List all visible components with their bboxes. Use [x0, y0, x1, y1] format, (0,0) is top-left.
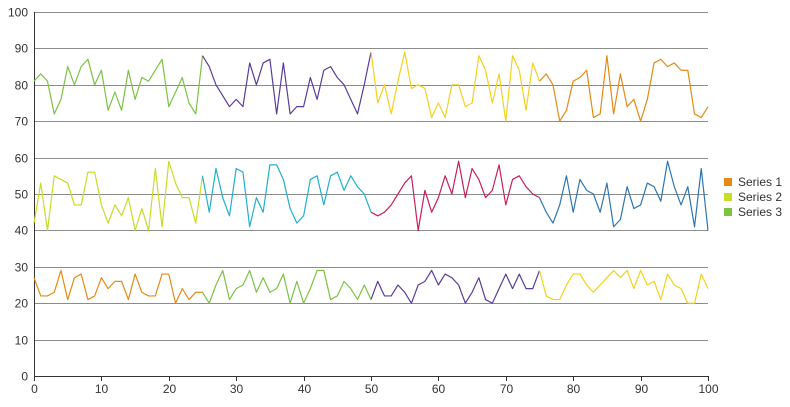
- y-tick-label: 10: [15, 334, 29, 348]
- legend-swatch: [724, 208, 732, 216]
- x-tick-label: 80: [567, 382, 581, 396]
- legend-swatch: [724, 193, 732, 201]
- x-tick-label: 60: [432, 382, 446, 396]
- y-tick-label: 70: [15, 115, 29, 129]
- x-tick-label: 10: [95, 382, 109, 396]
- legend-label: Series 3: [738, 205, 782, 219]
- series-2-line: [33, 160, 709, 231]
- series-1-segment: [201, 269, 372, 304]
- series-3-segment: [33, 55, 204, 115]
- x-tick-label: 90: [635, 382, 649, 396]
- y-tick-label: 90: [15, 42, 29, 56]
- y-tick-label: 60: [15, 152, 29, 166]
- grid-lines: [34, 12, 708, 377]
- series-3-segment: [201, 51, 372, 115]
- x-tick-label: 20: [163, 382, 177, 396]
- x-tick-label: 0: [31, 382, 38, 396]
- legend-label: Series 1: [738, 175, 782, 189]
- series-2-segment: [538, 160, 709, 231]
- series-2-segment: [33, 160, 204, 231]
- y-tick-label: 80: [15, 79, 29, 93]
- y-tick-label: 20: [15, 297, 29, 311]
- series-1-segment: [33, 269, 203, 304]
- x-tick-label: 70: [500, 382, 514, 396]
- series-3-segment: [370, 51, 541, 122]
- series-1-line: [33, 269, 709, 304]
- y-tick-label: 50: [15, 188, 29, 202]
- series-2-segment: [370, 160, 540, 231]
- x-tick-label: 30: [230, 382, 244, 396]
- legend-label: Series 2: [738, 190, 782, 204]
- x-tick-label: 40: [298, 382, 312, 396]
- series-1-segment: [538, 269, 709, 304]
- x-tick-label: 50: [365, 382, 379, 396]
- y-tick-label: 0: [21, 370, 28, 384]
- x-tick-label: 100: [698, 382, 718, 396]
- y-tick-label: 40: [15, 224, 29, 238]
- legend-swatch: [724, 178, 732, 186]
- series-3-line: [33, 51, 709, 122]
- series-1-segment: [370, 269, 541, 304]
- axes: 0 10 20 30 40 50 60 70 80 90 100 0 10 20 30 40 50 60 70 80 9…: [8, 6, 719, 397]
- y-tick-label: 30: [15, 261, 29, 275]
- series-lines: [33, 51, 709, 304]
- series-2-segment: [201, 164, 372, 228]
- y-tick-label: 100: [8, 6, 28, 20]
- series-3-segment: [539, 55, 709, 122]
